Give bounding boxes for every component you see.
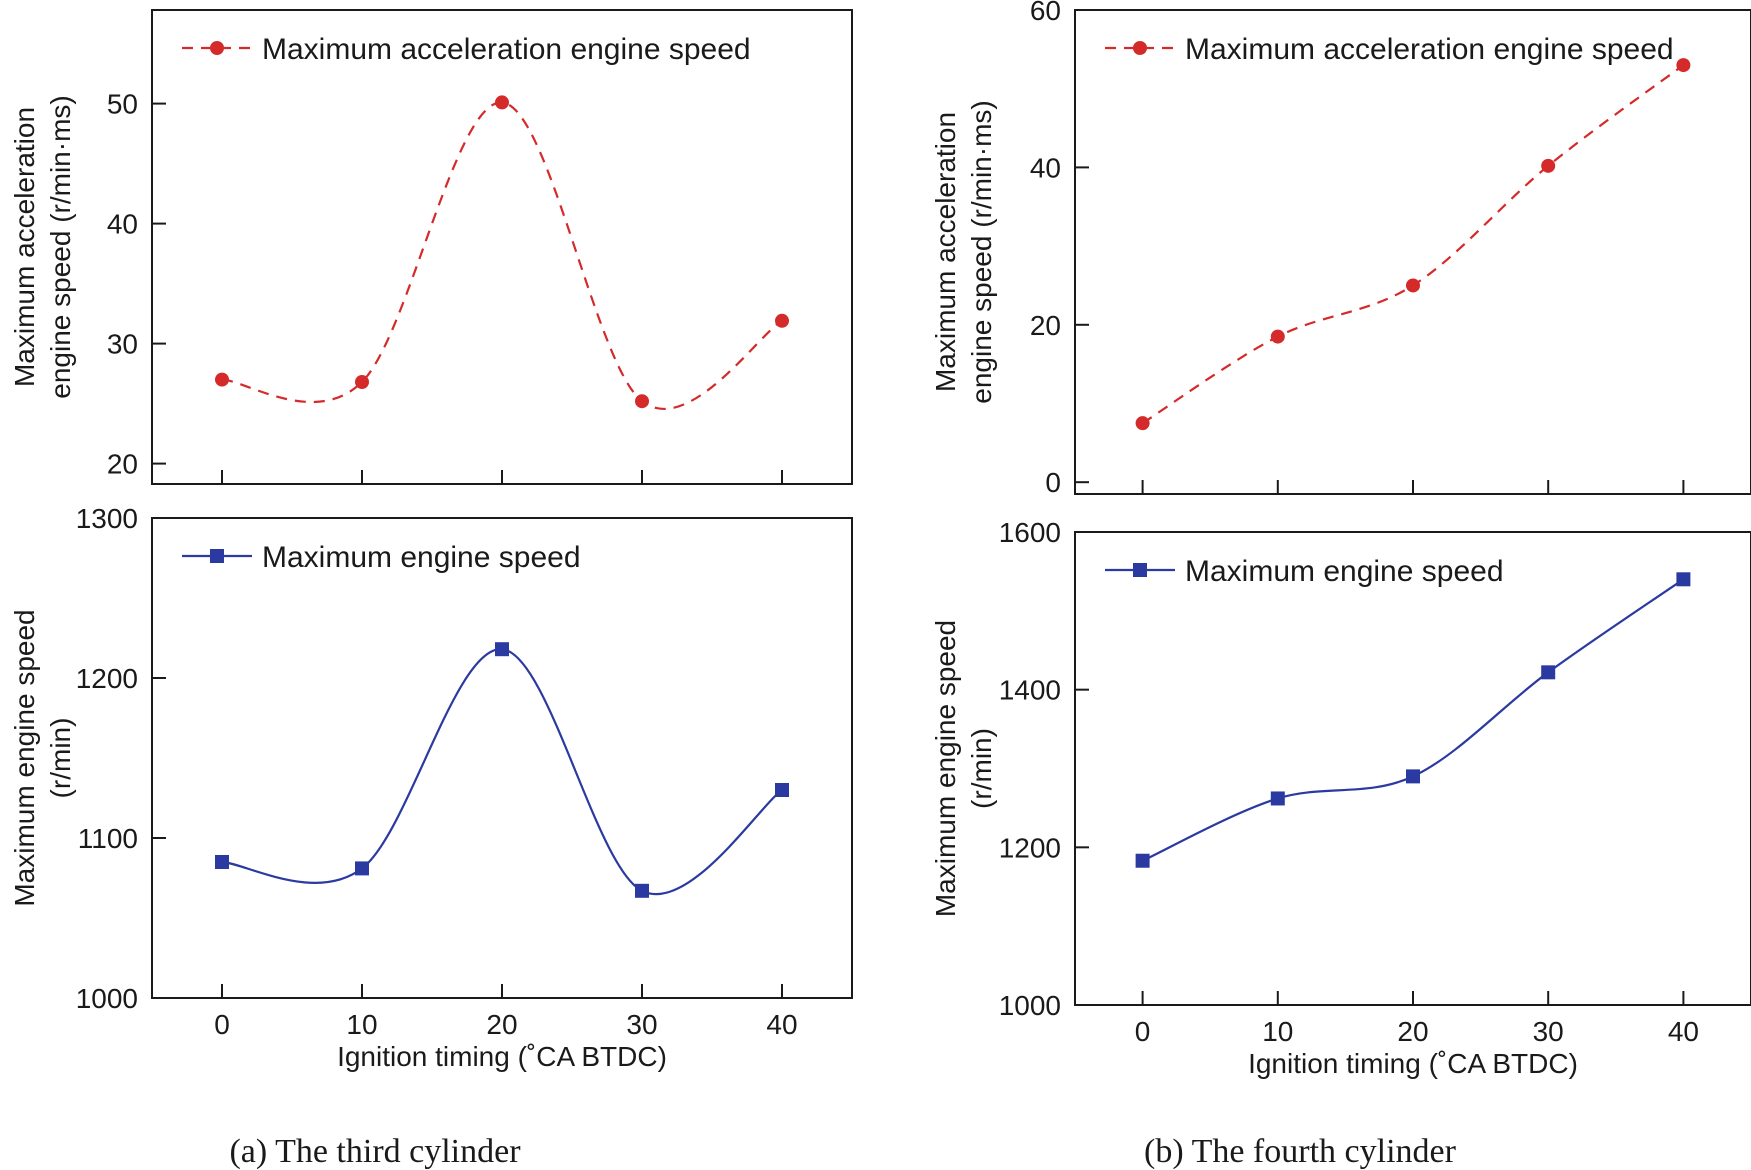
x-axis-label: Ignition timing (˚CA BTDC) xyxy=(337,1041,667,1072)
legend-label: Maximum engine speed xyxy=(262,541,581,574)
x-tick-label: 0 xyxy=(1135,1016,1151,1047)
series-line xyxy=(221,648,783,895)
plot-frame xyxy=(151,517,853,999)
data-point xyxy=(1270,791,1285,806)
legend-marker xyxy=(210,549,224,563)
data-point xyxy=(355,861,369,876)
series-line xyxy=(1142,578,1685,862)
y-axis-label-line: Maximum engine speed xyxy=(9,609,40,906)
y-tick-label: 1400 xyxy=(999,675,1061,706)
data-point xyxy=(495,642,509,657)
y-axis-label: Maximum engine speed (r/min) xyxy=(930,620,997,917)
y-axis-label-line: engine speed (r/min·ms) xyxy=(45,95,76,398)
x-tick-label: 10 xyxy=(1262,1016,1293,1047)
x-tick-label: 20 xyxy=(486,1009,517,1040)
data-point xyxy=(1270,329,1285,344)
x-tick-label: 20 xyxy=(1397,1016,1428,1047)
y-tick-label: 1000 xyxy=(76,983,138,1014)
y-tick-label: 50 xyxy=(107,89,138,120)
y-tick-label: 1000 xyxy=(999,990,1061,1021)
y-axis-label: Maximum acceleration engine speed (r/min·… xyxy=(9,95,76,398)
y-tick-label: 20 xyxy=(1030,310,1061,341)
legend-marker xyxy=(210,41,224,55)
y-tick-label: 20 xyxy=(107,449,138,480)
y-tick-label: 60 xyxy=(1030,0,1061,26)
y-axis-label-line: Maximum acceleration xyxy=(930,112,961,392)
y-tick-label: 30 xyxy=(107,329,138,360)
chart-a-top: 20 30 40 50 Maximum acceleration engine speed… xyxy=(9,9,853,485)
data-point xyxy=(1676,58,1691,73)
data-point xyxy=(775,783,789,797)
y-axis-label-line: Maximum acceleration xyxy=(9,107,40,387)
y-tick-label: 40 xyxy=(107,209,138,240)
x-tick-label: 10 xyxy=(346,1009,377,1040)
x-tick-label: 30 xyxy=(1533,1016,1564,1047)
chart-b-bottom: 1000 1200 1400 1600 0 10 20 30 40 Maximum engine … xyxy=(930,517,1751,1079)
legend-marker xyxy=(1133,563,1147,577)
series-line xyxy=(1142,64,1685,425)
data-point xyxy=(635,394,649,409)
x-tick-label: 0 xyxy=(214,1009,230,1040)
x-tick-label: 40 xyxy=(1668,1016,1699,1047)
x-axis-label: Ignition timing (˚CA BTDC) xyxy=(1248,1048,1578,1079)
y-tick-label: 1200 xyxy=(76,663,138,694)
data-point xyxy=(775,313,789,328)
x-tick-label: 30 xyxy=(626,1009,657,1040)
x-tick-label: 40 xyxy=(766,1009,797,1040)
y-tick-label: 1100 xyxy=(78,823,138,854)
legend-marker xyxy=(1133,41,1147,55)
caption-fourth-cylinder: (b) The fourth cylinder xyxy=(1144,1133,1457,1170)
data-point xyxy=(215,372,229,387)
data-point xyxy=(1541,158,1556,173)
y-axis-label-line: Maximum engine speed xyxy=(930,620,961,917)
data-point xyxy=(1406,278,1420,293)
data-point xyxy=(1541,665,1556,680)
data-point xyxy=(1406,769,1420,784)
y-tick-label: 40 xyxy=(1030,152,1061,183)
y-axis-label-line: engine speed (r/min·ms) xyxy=(966,100,997,403)
chart-b-top: 0 20 40 60 Maximum acceleration engine speed … xyxy=(930,0,1751,498)
y-axis-label: Maximum engine speed (r/min) xyxy=(9,609,76,906)
y-axis-label-line: (r/min) xyxy=(966,728,997,809)
series-line xyxy=(221,101,783,410)
data-point xyxy=(1135,416,1150,431)
y-tick-label: 1200 xyxy=(999,832,1061,863)
y-tick-label: 0 xyxy=(1045,467,1061,498)
data-point xyxy=(635,883,649,898)
data-point xyxy=(495,95,509,110)
y-tick-label: 1300 xyxy=(76,503,138,534)
legend-label: Maximum acceleration engine speed xyxy=(262,33,751,66)
data-point xyxy=(1135,853,1150,868)
legend-label: Maximum engine speed xyxy=(1185,555,1504,588)
data-point xyxy=(215,855,229,869)
data-point xyxy=(355,375,369,389)
legend-label: Maximum acceleration engine speed xyxy=(1185,33,1674,66)
y-axis-label: Maximum acceleration engine speed (r/min·… xyxy=(930,100,997,403)
y-axis-label-line: (r/min) xyxy=(45,718,76,799)
chart-a-bottom: 1000 1100 1200 1300 0 10 20 30 40 Maximum engine … xyxy=(9,503,853,1072)
y-tick-label: 1600 xyxy=(999,517,1061,548)
plot-frame xyxy=(151,9,853,485)
caption-third-cylinder: (a) The third cylinder xyxy=(229,1133,521,1170)
plot-frame xyxy=(1074,9,1751,495)
data-point xyxy=(1676,572,1691,587)
